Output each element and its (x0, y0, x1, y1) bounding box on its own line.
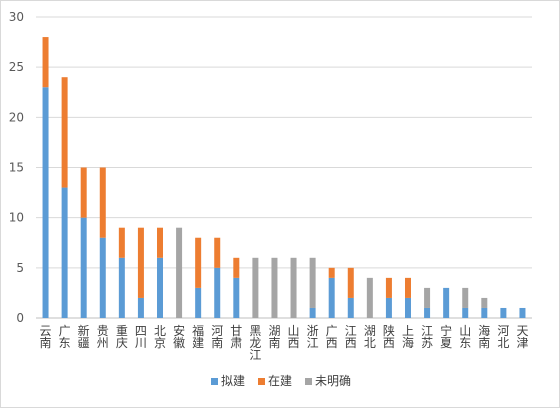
bar-segment (214, 237, 221, 268)
x-tick-label: 湖南 (268, 323, 280, 350)
bar-segment (424, 307, 431, 318)
bar-segment (80, 217, 87, 318)
x-tick-label: 天津 (516, 324, 528, 350)
legend: 拟建 在建 未明确 (211, 374, 351, 388)
x-tick-label: 江苏 (421, 324, 433, 350)
bar-segment (385, 277, 392, 298)
x-tick-label: 广西 (326, 324, 338, 350)
x-tick-label: 江西 (345, 324, 357, 350)
bar-segment (481, 297, 488, 308)
x-tick-label: 河北 (497, 324, 509, 350)
x-tick-label: 陕西 (383, 323, 395, 350)
bar-segment (42, 37, 49, 88)
bar-segment (233, 277, 240, 318)
x-tick-label: 宁夏 (440, 323, 452, 350)
bar-segment (519, 307, 526, 318)
bar-segment (195, 237, 202, 288)
bar-segment (347, 267, 354, 298)
legend-swatch (211, 378, 218, 385)
bar-segment (176, 227, 183, 318)
bar-segment (424, 287, 431, 308)
x-tick-label: 安徽 (173, 323, 185, 350)
x-tick-label: 甘肃 (230, 324, 242, 350)
bar-segment (405, 297, 411, 318)
x-tick-label: 福建 (192, 323, 204, 350)
bar-segment (462, 287, 469, 308)
legend-swatch (305, 378, 312, 385)
bar-segment (157, 227, 163, 258)
bar-segment (366, 277, 373, 318)
bar-segment (328, 267, 335, 278)
y-tick-label: 0 (16, 311, 24, 325)
x-tick-label: 广东 (59, 324, 71, 350)
bar-segment (500, 307, 507, 318)
y-axis-ticks: 0 5 10 15 20 25 30 (9, 10, 24, 325)
bar-segment (99, 167, 106, 238)
bar-segment (137, 297, 144, 318)
legend-label: 在建 (268, 374, 292, 388)
x-tick-label: 山西 (288, 324, 300, 350)
bar-segment (405, 277, 411, 298)
bar-segment (61, 187, 68, 318)
bar-segment (347, 297, 354, 318)
bar-segment (271, 257, 278, 318)
x-tick-label: 山东 (459, 324, 471, 350)
bar-segment (195, 287, 202, 318)
bar-segment (309, 257, 316, 308)
x-tick-label: 北京 (154, 324, 166, 350)
bar-segment (309, 307, 316, 318)
y-tick-label: 25 (9, 60, 24, 74)
bar-segment (118, 257, 125, 318)
bars (42, 37, 526, 318)
y-tick-label: 30 (9, 10, 24, 24)
x-tick-label: 湖北 (364, 323, 376, 350)
legend-swatch (258, 378, 265, 385)
x-axis-labels: 云南广东新疆贵州重庆四川北京安徽福建河南甘肃黑龙江湖南山西浙江广西江西湖北陕西上… (40, 323, 529, 362)
y-tick-label: 10 (9, 211, 24, 225)
legend-label: 拟建 (221, 374, 245, 388)
x-tick-label: 河南 (211, 324, 223, 350)
x-tick-label: 云南 (40, 324, 52, 350)
y-tick-label: 5 (16, 261, 24, 275)
bar-segment (481, 307, 488, 318)
y-tick-label: 15 (9, 161, 24, 175)
y-tick-label: 20 (9, 110, 24, 124)
x-tick-label: 贵州 (97, 324, 109, 350)
bar-segment (80, 167, 87, 218)
bar-segment (443, 287, 450, 318)
x-tick-label: 四川 (135, 324, 147, 350)
x-tick-label: 新疆 (78, 323, 90, 350)
bar-segment (385, 297, 392, 318)
bar-segment (462, 307, 469, 318)
bar-segment (290, 257, 297, 318)
x-tick-label: 黑龙江 (249, 324, 261, 362)
x-tick-label: 浙江 (307, 324, 319, 350)
x-tick-label: 海南 (478, 323, 490, 350)
bar-segment (137, 227, 144, 298)
bar-segment (99, 237, 106, 318)
bar-segment (252, 257, 259, 318)
bar-segment (118, 227, 125, 258)
bar-segment (214, 267, 221, 318)
bar-segment (157, 257, 163, 318)
bar-segment (328, 277, 335, 318)
x-tick-label: 重庆 (116, 324, 128, 350)
grid-lines (36, 16, 532, 319)
legend-label: 未明确 (315, 374, 351, 388)
bar-segment (42, 87, 49, 318)
bar-segment (61, 77, 68, 188)
bar-segment (233, 257, 240, 278)
x-tick-label: 上海 (402, 324, 414, 350)
